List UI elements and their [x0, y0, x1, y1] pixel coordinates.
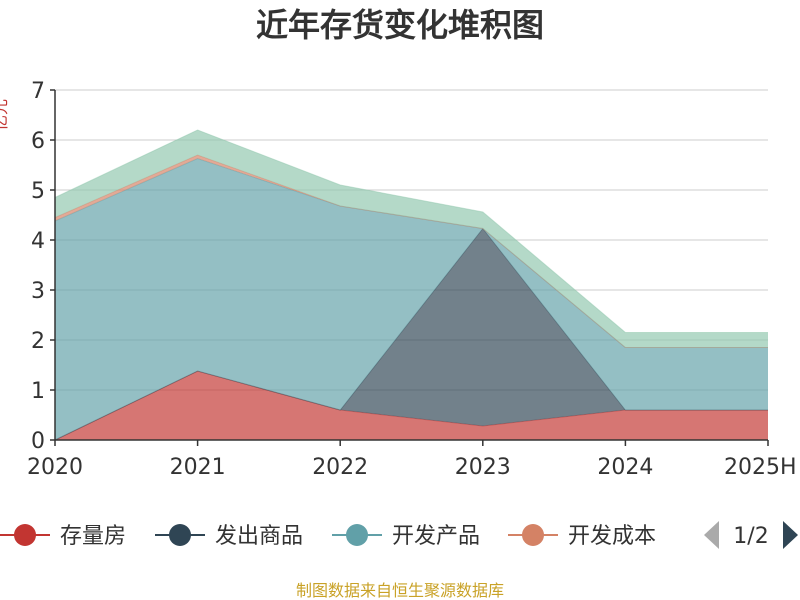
legend-label: 存量房 — [60, 524, 126, 549]
y-tick-label: 3 — [31, 279, 45, 304]
source-note: 制图数据来自恒生聚源数据库 — [296, 581, 504, 600]
y-tick-label: 5 — [31, 179, 45, 204]
legend-label: 开发成本 — [568, 524, 656, 549]
triangle-right-icon[interactable] — [783, 521, 798, 549]
y-tick-label: 7 — [31, 79, 45, 104]
legend-pager: 1/2 — [704, 521, 798, 549]
legend: 存量房 发出商品 开发产品 开发成本 — [0, 524, 656, 549]
x-tick-label: 2025H — [724, 455, 797, 480]
triangle-left-icon[interactable] — [704, 521, 719, 549]
y-tick-label: 4 — [31, 229, 45, 254]
y-tick-label: 6 — [31, 129, 45, 154]
series-area-存量房 — [55, 371, 768, 440]
y-axis-label: 亿元 — [0, 99, 10, 131]
y-tick-label: 0 — [31, 429, 45, 454]
legend-page-indicator: 1/2 — [733, 524, 768, 549]
legend-marker — [14, 524, 36, 546]
y-tick-label: 2 — [31, 329, 45, 354]
x-tick-label: 2024 — [597, 455, 653, 480]
legend-marker — [169, 524, 191, 546]
series-area-发出商品 — [55, 228, 768, 440]
legend-marker — [522, 524, 544, 546]
chart-title: 近年存货变化堆积图 — [256, 6, 544, 44]
series-area-开发产品 — [55, 158, 768, 440]
x-tick-label: 2022 — [312, 455, 368, 480]
x-tick-label: 2020 — [27, 455, 83, 480]
x-tick-label: 2021 — [170, 455, 226, 480]
legend-label: 发出商品 — [215, 524, 303, 549]
legend-item-存量房[interactable]: 存量房 — [0, 524, 126, 549]
series-line-series-4 — [54, 129, 768, 333]
y-tick-label: 1 — [31, 379, 45, 404]
legend-marker — [346, 524, 368, 546]
legend-item-开发成本[interactable]: 开发成本 — [508, 524, 656, 549]
x-tick-label: 2023 — [455, 455, 511, 480]
legend-item-发出商品[interactable]: 发出商品 — [155, 524, 303, 549]
tick-labels: 0 1 2 3 4 5 6 7 2020 2021 2022 2023 2024 2025H — [27, 79, 797, 480]
axes — [50, 89, 769, 446]
series-areas — [54, 129, 768, 441]
legend-item-开发产品[interactable]: 开发产品 — [332, 524, 480, 549]
legend-label: 开发产品 — [392, 524, 480, 549]
